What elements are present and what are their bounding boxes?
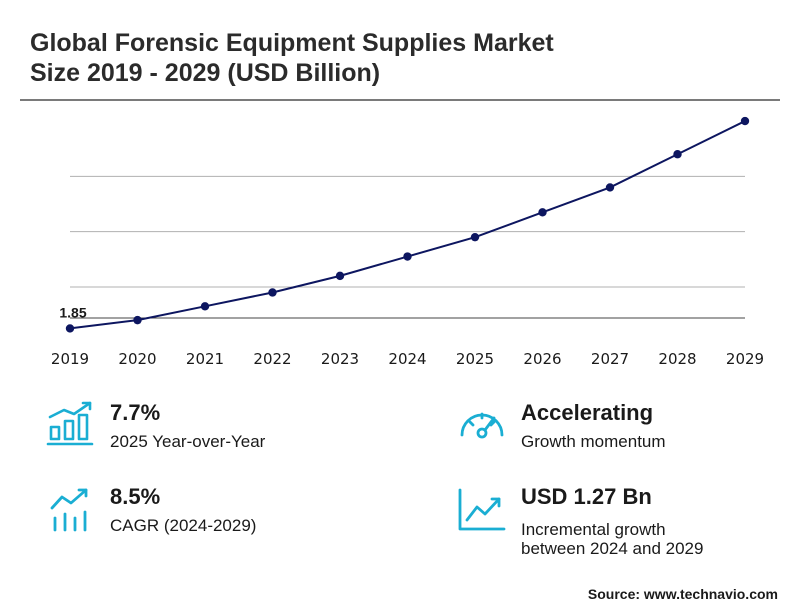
stat-cagr-value: 8.5% <box>110 484 161 509</box>
stat-yoy: 7.7% 2025 Year-over-Year <box>46 400 376 460</box>
stat-incremental: USD 1.27 Bn Incremental growth between 2… <box>457 484 787 564</box>
stat-incremental-desc: Incremental growth between 2024 and 2029 <box>521 520 703 558</box>
data-label-2019: 1.85 <box>59 304 86 320</box>
stat-incremental-desc-line2: between 2024 and 2029 <box>521 539 704 558</box>
stat-cagr-desc-line1: CAGR (2024-2029) <box>110 516 257 535</box>
data-point-2027 <box>605 183 615 192</box>
stat-momentum: Accelerating Growth momentum <box>457 400 787 460</box>
chart-title-line1: Global Forensic Equipment Supplies Marke… <box>30 29 554 57</box>
data-point-2019 <box>65 324 75 333</box>
x-tick-2022: 2022 <box>253 350 291 368</box>
title-divider <box>20 99 780 101</box>
x-tick-2024: 2024 <box>388 350 426 368</box>
data-point-2025 <box>470 232 480 242</box>
stat-momentum-value: Accelerating <box>521 400 654 425</box>
x-tick-2020: 2020 <box>118 350 156 368</box>
data-point-2022 <box>268 288 277 297</box>
data-labels: 1.85 <box>59 304 86 320</box>
data-point-2028 <box>673 150 682 159</box>
stat-incremental-desc-line1: Incremental growth <box>521 520 666 539</box>
x-tick-2023: 2023 <box>321 350 359 368</box>
x-tick-2019: 2019 <box>51 350 89 368</box>
chart-title-line2: Size 2019 - 2029 (USD Billion) <box>30 59 381 87</box>
data-point-2020 <box>133 315 142 325</box>
data-points <box>65 116 750 333</box>
stat-momentum-desc-line1: Growth momentum <box>521 432 666 451</box>
series-line <box>69 120 746 330</box>
stat-yoy-desc: 2025 Year-over-Year <box>110 432 265 451</box>
stat-cagr-desc: CAGR (2024-2029) <box>110 516 256 535</box>
data-point-2026 <box>538 208 547 217</box>
trend-bars-icon <box>50 488 88 532</box>
stat-yoy-value: 7.7% <box>110 400 161 425</box>
source-credit: Source: www.technavio.com <box>587 586 778 602</box>
line-chart-up-icon <box>458 488 506 531</box>
x-tick-labels: 2019 2020 2021 2022 2023 2024 2025 2026 2027 2028… <box>51 350 764 368</box>
line-chart: 1.85 2019 2020 2021 2022 2023 2024 2025 2026 202… <box>51 116 764 368</box>
stat-yoy-desc-line1: 2025 Year-over-Year <box>110 432 266 451</box>
stat-momentum-desc: Growth momentum <box>521 432 666 451</box>
x-tick-2025: 2025 <box>456 350 494 368</box>
x-tick-2027: 2027 <box>591 350 629 368</box>
gridlines <box>70 175 745 288</box>
x-tick-2026: 2026 <box>523 350 561 368</box>
series-line-group <box>69 120 746 330</box>
data-point-2024 <box>403 252 412 261</box>
chart-title: Global Forensic Equipment Supplies Marke… <box>30 28 670 88</box>
x-tick-2021: 2021 <box>186 350 224 368</box>
x-tick-2028: 2028 <box>658 350 696 368</box>
stat-incremental-value: USD 1.27 Bn <box>521 484 652 509</box>
speedometer-icon <box>460 412 504 439</box>
bar-chart-growth-icon <box>46 401 94 446</box>
x-tick-2029: 2029 <box>726 350 764 368</box>
data-point-2029 <box>740 116 750 126</box>
stat-cagr: 8.5% CAGR (2024-2029) <box>46 484 376 544</box>
data-point-2021 <box>200 302 210 311</box>
data-point-2023 <box>335 271 345 281</box>
